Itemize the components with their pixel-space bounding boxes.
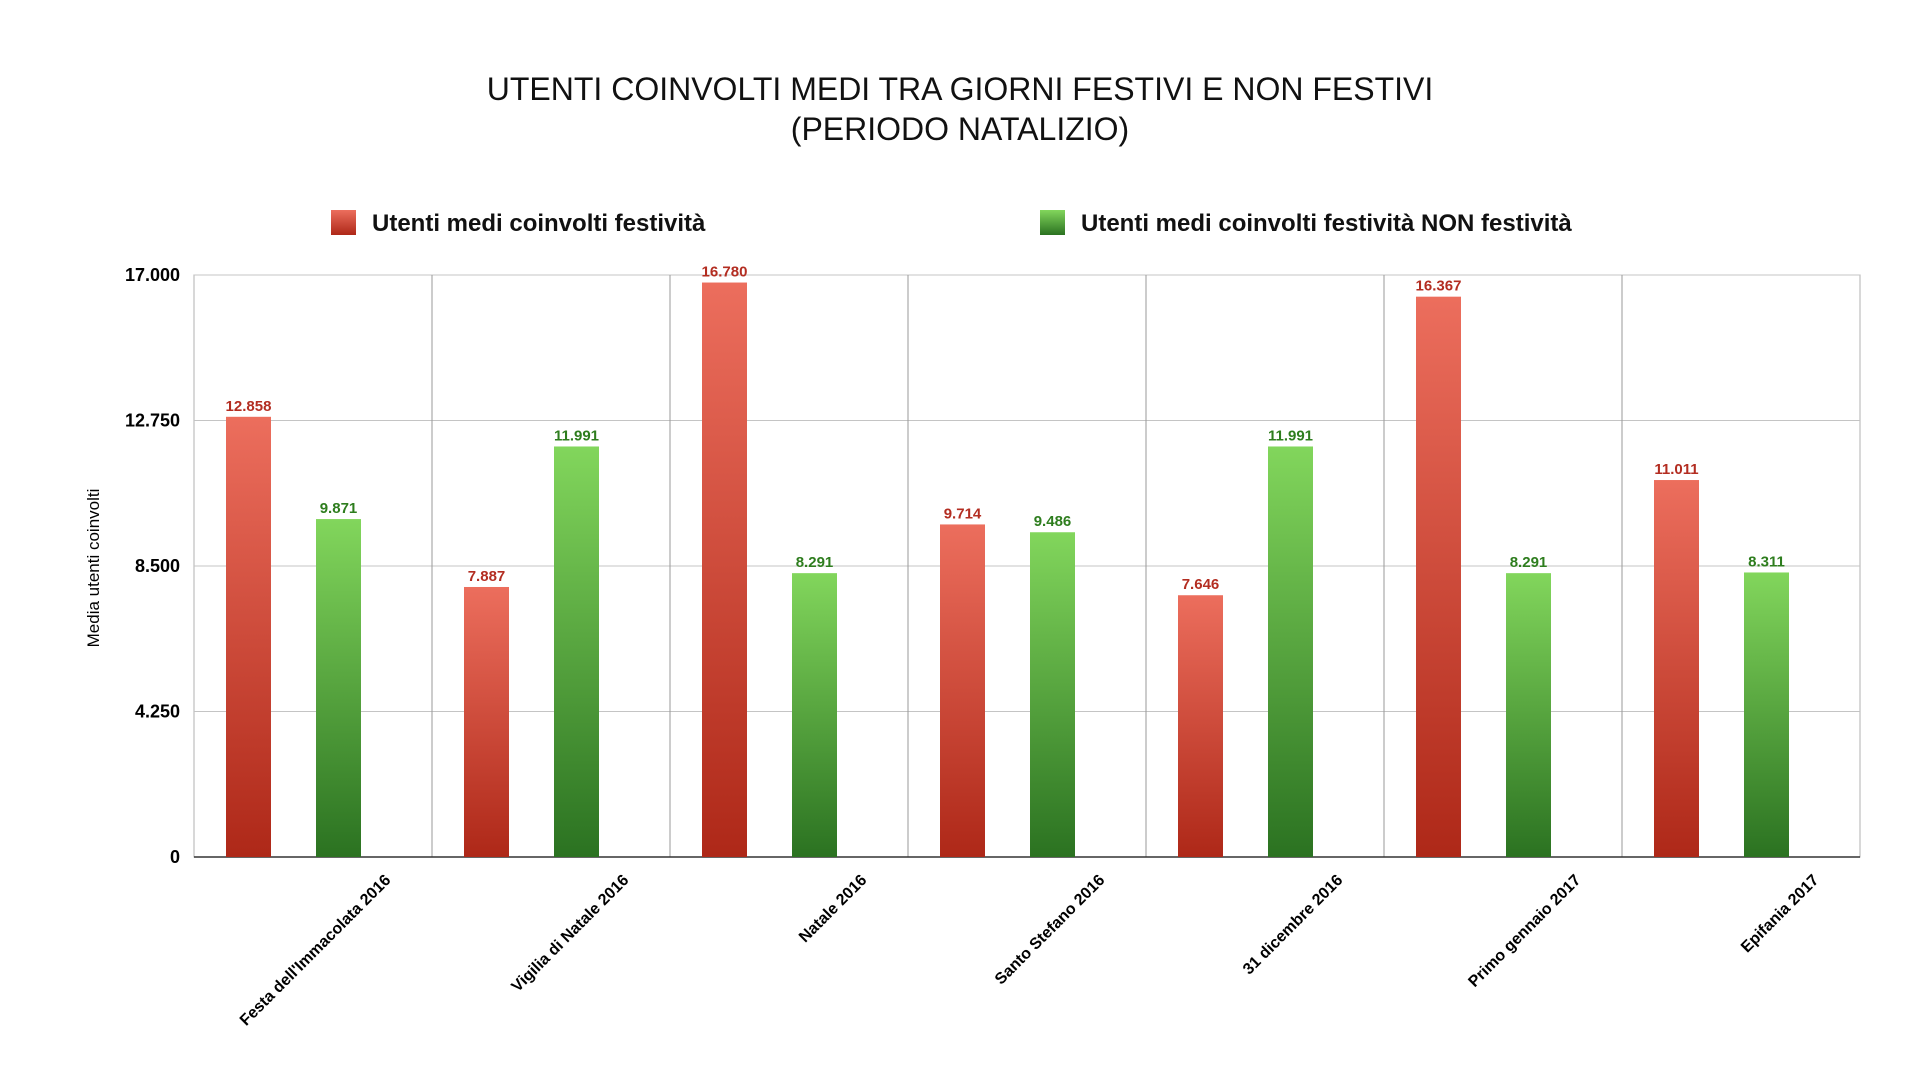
y-axis-label: Media utenti coinvolti <box>84 489 103 648</box>
bar-non-festivita <box>1744 572 1789 857</box>
data-label: 8.291 <box>1510 554 1548 571</box>
legend-label-festivita: Utenti medi coinvolti festività <box>372 210 706 237</box>
y-tick-label: 8.500 <box>135 556 180 576</box>
data-label: 7.887 <box>468 568 506 585</box>
x-tick-label: Festa dell'Immacolata 2016 <box>237 872 395 1030</box>
bar-non-festivita <box>554 446 599 857</box>
bar-festivita <box>702 282 747 858</box>
legend-swatch-non-festivita <box>1040 210 1065 235</box>
bar-non-festivita <box>1268 446 1313 857</box>
y-tick-label: 12.750 <box>125 411 180 431</box>
bar-festivita <box>226 416 271 857</box>
bar-non-festivita <box>316 519 361 857</box>
data-label: 11.011 <box>1654 461 1698 478</box>
legend: Utenti medi coinvolti festività Utenti m… <box>331 210 1572 237</box>
bar-festivita <box>940 524 985 857</box>
y-tick-label: 4.250 <box>135 702 180 722</box>
grid <box>193 274 1861 858</box>
data-label: 12.858 <box>226 398 272 415</box>
data-label: 11.991 <box>554 427 599 444</box>
data-label: 9.486 <box>1034 513 1072 530</box>
data-label: 11.991 <box>1268 427 1313 444</box>
y-tick-label: 0 <box>170 847 180 867</box>
bar-festivita <box>464 586 509 857</box>
legend-swatch-festivita <box>331 210 356 235</box>
bar-festivita <box>1654 480 1699 857</box>
bar-non-festivita <box>792 573 837 857</box>
bar-non-festivita <box>1506 573 1551 857</box>
chart-title-line-1: UTENTI COINVOLTI MEDI TRA GIORNI FESTIVI… <box>487 71 1433 107</box>
data-label: 16.367 <box>1416 278 1462 295</box>
x-tick-label: Vigilia di Natale 2016 <box>509 872 633 996</box>
chart-title-line-2: (PERIODO NATALIZIO) <box>791 111 1129 147</box>
x-tick-label: Primo gennaio 2017 <box>1465 872 1584 991</box>
data-label: 9.714 <box>944 505 982 522</box>
y-tick-label: 17.000 <box>125 265 180 285</box>
bar-festivita <box>1416 296 1461 858</box>
data-label: 8.311 <box>1748 553 1785 570</box>
data-label: 8.291 <box>796 554 834 571</box>
legend-label-non-festivita: Utenti medi coinvolti festività NON fest… <box>1081 210 1572 237</box>
bars <box>226 282 1789 858</box>
x-tick-label: Natale 2016 <box>796 872 870 946</box>
x-axis-ticks: Festa dell'Immacolata 2016 Vigilia di Nat… <box>237 872 1823 1030</box>
data-labels: 12.858 7.887 16.780 9.714 7.646 16.367 11.011 9… <box>226 264 1785 594</box>
x-tick-label: Epifania 2017 <box>1738 872 1822 956</box>
bar-festivita <box>1178 595 1223 857</box>
data-label: 16.780 <box>702 264 748 281</box>
data-label: 9.871 <box>320 500 358 517</box>
data-label: 7.646 <box>1182 576 1220 593</box>
bar-non-festivita <box>1030 532 1075 857</box>
x-tick-label: 31 dicembre 2016 <box>1240 872 1346 978</box>
x-tick-label: Santo Stefano 2016 <box>992 872 1108 988</box>
y-axis-ticks: 0 4.250 8.500 12.750 17.000 <box>125 265 180 867</box>
